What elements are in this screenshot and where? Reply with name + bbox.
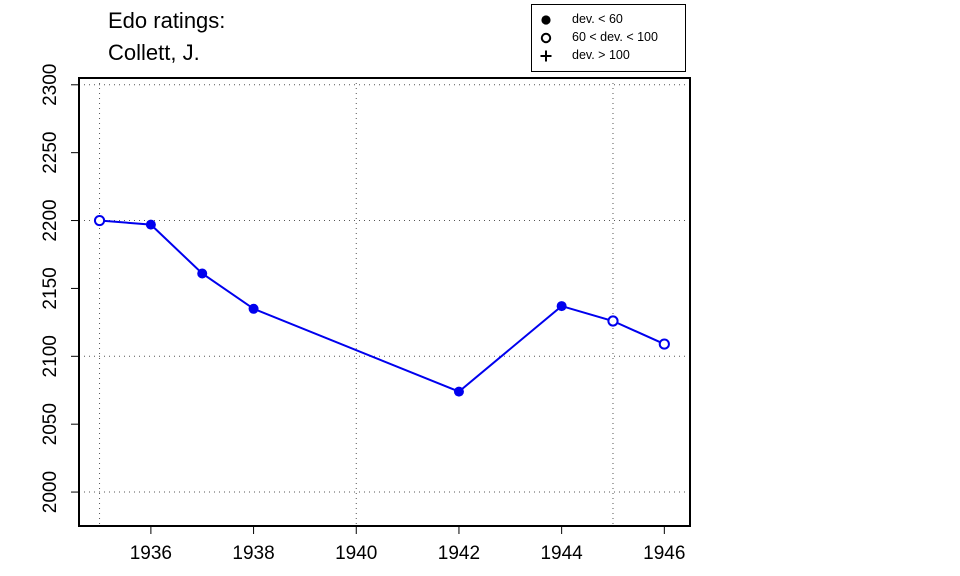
y-tick-label: 2150: [40, 267, 61, 309]
data-point-open: [607, 315, 619, 327]
data-point-open: [93, 214, 106, 227]
data-point-filled: [556, 301, 567, 312]
x-tick-label: 1936: [130, 543, 172, 564]
y-tick-label: 2300: [40, 64, 61, 106]
x-tick-label: 1946: [643, 543, 685, 564]
x-axis: 1936 1938 1940 1942 1944 1946: [130, 526, 685, 564]
chart-title-line-1: Edo ratings:: [108, 8, 226, 33]
plot-frame: [78, 77, 691, 527]
plus-icon: [540, 50, 552, 62]
x-tick-label: 1940: [335, 543, 377, 564]
y-axis: 2000 2050 2100 2150 2200 2250 2300: [40, 64, 79, 513]
y-tick-label: 2050: [40, 403, 61, 445]
filled-circle-icon: [541, 15, 551, 25]
x-tick-label: 1942: [438, 543, 480, 564]
legend-item-open: 60 < dev. < 100: [532, 29, 687, 47]
legend-label: 60 < dev. < 100: [572, 30, 658, 44]
legend-item-filled: dev. < 60: [532, 11, 687, 29]
legend-label: dev. < 60: [572, 12, 623, 26]
legend-label: dev. > 100: [572, 48, 630, 62]
series-rating: [93, 214, 670, 397]
legend: dev. < 60 60 < dev. < 100 dev. > 100: [531, 4, 686, 72]
y-tick-label: 2100: [40, 335, 61, 377]
open-circle-icon: [540, 32, 552, 44]
chart-title-line-2: Collett, J.: [108, 40, 200, 65]
data-point-filled: [248, 303, 259, 314]
grid-lines: [79, 78, 690, 526]
series-line: [99, 219, 665, 393]
data-point-filled: [145, 219, 156, 230]
x-tick-label: 1938: [232, 543, 274, 564]
y-tick-label: 2000: [40, 471, 61, 513]
data-point-filled: [197, 268, 208, 279]
y-tick-label: 2200: [40, 199, 61, 241]
y-tick-label: 2250: [40, 132, 61, 174]
data-point-open: [658, 338, 670, 350]
x-tick-label: 1944: [540, 543, 583, 564]
legend-item-plus: dev. > 100: [532, 47, 687, 65]
data-point-filled: [453, 386, 464, 397]
